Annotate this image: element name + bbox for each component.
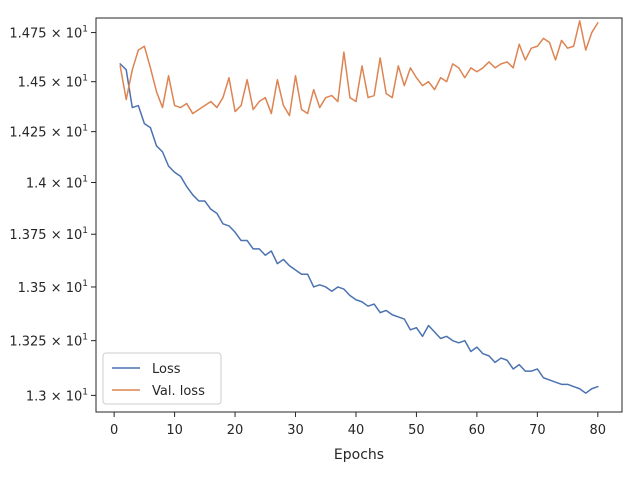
x-axis-label: Epochs	[334, 447, 384, 463]
legend-box	[102, 352, 222, 405]
x-tick-label: 60	[469, 423, 486, 438]
y-axis: 1.3 × 101 1.325 × 101 1.35 × 101 1.375 × 10…	[9, 25, 96, 404]
x-tick-label: 20	[227, 423, 244, 438]
x-tick-label: 40	[348, 423, 365, 438]
series-line-loss	[119, 63, 599, 394]
legend: Loss Val. loss	[102, 352, 222, 405]
x-tick-label: 70	[529, 423, 546, 438]
y-tick-label: 1.375 × 101	[9, 226, 88, 243]
x-tick-label: 30	[287, 423, 304, 438]
plot-frame	[95, 17, 623, 413]
x-tick-label: 0	[110, 423, 118, 438]
series-layer	[119, 20, 599, 394]
x-tick-label: 80	[590, 423, 607, 438]
x-tick-label: 10	[166, 423, 183, 438]
legend-label-loss: Loss	[152, 362, 181, 377]
legend-label-val-loss: Val. loss	[152, 384, 205, 399]
y-tick-label: 1.45 × 101	[18, 74, 88, 91]
x-axis: 0 10 20 30 40 50 60 70 80	[110, 412, 606, 438]
y-tick-label: 1.3 × 101	[26, 387, 88, 404]
y-tick-label: 1.325 × 101	[9, 333, 88, 350]
y-tick-label: 1.475 × 101	[9, 25, 88, 42]
y-tick-label: 1.4 × 101	[26, 174, 88, 191]
x-tick-label: 50	[408, 423, 425, 438]
y-tick-label: 1.35 × 101	[18, 279, 88, 296]
series-line-val-loss	[119, 20, 599, 117]
y-tick-label: 1.425 × 101	[9, 124, 88, 141]
